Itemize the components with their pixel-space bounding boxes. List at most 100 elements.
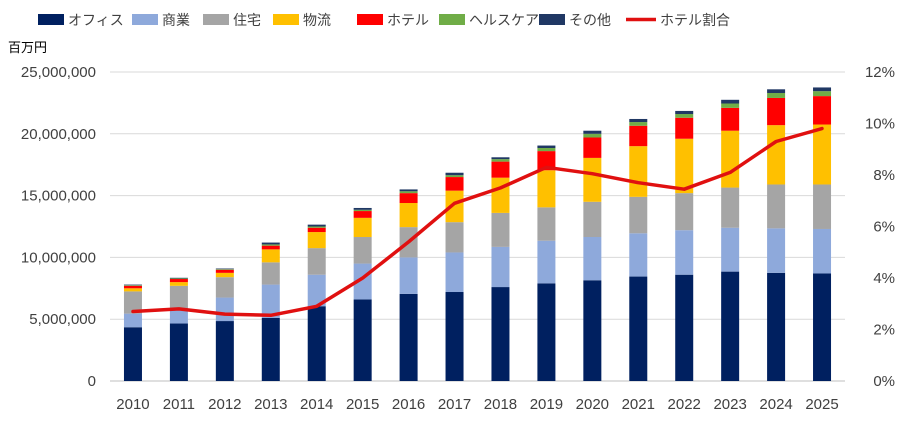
x-axis-tick-label: 2021: [622, 396, 655, 413]
bar-segment: [307, 224, 326, 227]
line-series: [131, 126, 824, 318]
right-axis-tick-label: 2%: [873, 322, 895, 339]
bar-segment: [721, 271, 740, 381]
bar-segment: [307, 226, 326, 228]
bar-segment: [629, 233, 648, 277]
right-axis-tick-label: 8%: [873, 167, 895, 184]
bar-segment: [169, 278, 188, 280]
bar-segment: [721, 103, 740, 108]
bar-segment: [767, 89, 786, 94]
bar-segment: [445, 222, 464, 253]
bar-segment: [721, 227, 740, 272]
bar-segment: [261, 245, 280, 250]
bar-segment: [491, 177, 510, 213]
bar-segment: [169, 282, 188, 286]
bar-segment: [629, 196, 648, 234]
bar-segment: [537, 207, 556, 241]
left-axis-tick-label: 10,000,000: [21, 249, 96, 266]
bar-segment: [261, 284, 280, 318]
bar-segment: [123, 291, 142, 314]
x-axis-tick-label: 2020: [576, 396, 609, 413]
x-axis-tick-label: 2012: [208, 396, 241, 413]
x-axis-tick-label: 2025: [805, 396, 838, 413]
bar-segment: [583, 137, 602, 158]
bar-segment: [629, 276, 648, 381]
bar-segment: [675, 117, 694, 139]
bar-segment: [629, 122, 648, 126]
bar-segment: [675, 274, 694, 381]
bar-segment: [215, 277, 234, 298]
bar-segment: [721, 187, 740, 228]
bar-segment: [675, 110, 694, 115]
bar-segment: [307, 306, 326, 381]
bar-segment: [813, 87, 832, 92]
legend-label: ヘルスケア: [469, 13, 539, 29]
legend-swatch: [132, 14, 158, 25]
bar-segment: [445, 292, 464, 381]
bar-segment: [261, 242, 280, 245]
bar-segment: [813, 91, 832, 97]
right-axis-ticks: 0% 2% 4% 6% 8% 10% 12%: [865, 64, 895, 390]
bar-segment: [215, 297, 234, 322]
bar-segment: [583, 201, 602, 238]
x-axis-tick-label: 2019: [530, 396, 563, 413]
x-axis-tick-label: 2024: [759, 396, 792, 413]
x-axis-tick-label: 2022: [668, 396, 701, 413]
bar-segment: [399, 189, 418, 192]
bar-segment: [675, 114, 694, 118]
bar-segment: [491, 159, 510, 162]
bar-segment: [767, 228, 786, 273]
bar-segment: [169, 279, 188, 283]
left-axis-tick-label: 20,000,000: [21, 126, 96, 143]
left-axis-ticks: 0 5,000,000 10,000,000 15,000,000 20,000,000…: [21, 64, 96, 390]
bar-segment: [675, 138, 694, 194]
x-axis-tick-label: 2018: [484, 396, 517, 413]
legend-item: 商業: [132, 13, 190, 29]
legend-item: 住宅: [203, 13, 261, 29]
bar-segment: [675, 230, 694, 275]
legend-label: 住宅: [233, 13, 261, 29]
legend-swatch: [38, 14, 64, 25]
left-axis-tick-label: 5,000,000: [29, 311, 96, 328]
legend-item: ホテル: [357, 13, 429, 29]
legend-item: ヘルスケア: [439, 13, 539, 29]
bar-segment: [537, 240, 556, 284]
bar-segment: [353, 237, 372, 264]
legend-label: ホテル割合: [660, 12, 730, 29]
bars: [123, 87, 832, 381]
bar-segment: [491, 246, 510, 288]
bar-segment: [721, 107, 740, 131]
bar-segment: [123, 327, 142, 381]
bar-segment: [353, 299, 372, 381]
bar-segment: [353, 209, 372, 212]
bar-segment: [215, 268, 234, 270]
bar-segment: [123, 284, 142, 286]
bar-segment: [537, 148, 556, 152]
bar-segment: [445, 172, 464, 176]
bar-segment: [169, 277, 188, 279]
bar-segment: [261, 249, 280, 263]
right-axis-tick-label: 6%: [873, 219, 895, 236]
bar-segment: [583, 237, 602, 281]
bar-segment: [445, 177, 464, 191]
legend-swatch: [357, 14, 383, 25]
bar-segment: [169, 308, 188, 324]
legend: オフィス 商業 住宅 物流 ホテル ヘルスケア その他 ホテル割合: [38, 12, 730, 29]
bar-segment: [445, 190, 464, 223]
bar-segment: [307, 248, 326, 275]
bar-segment: [813, 124, 832, 185]
bar-segment: [399, 293, 418, 381]
bar-segment: [445, 175, 464, 178]
bar-segment: [767, 184, 786, 229]
bar-segment: [445, 252, 464, 293]
x-axis-tick-label: 2013: [254, 396, 287, 413]
bar-segment: [813, 228, 832, 274]
x-axis-tick-label: 2014: [300, 396, 333, 413]
x-axis-tick-label: 2011: [163, 396, 195, 413]
bar-segment: [353, 217, 372, 238]
bar-segment: [491, 212, 510, 247]
right-axis-tick-label: 10%: [865, 116, 895, 133]
legend-swatch: [439, 14, 465, 25]
bar-segment: [813, 184, 832, 229]
